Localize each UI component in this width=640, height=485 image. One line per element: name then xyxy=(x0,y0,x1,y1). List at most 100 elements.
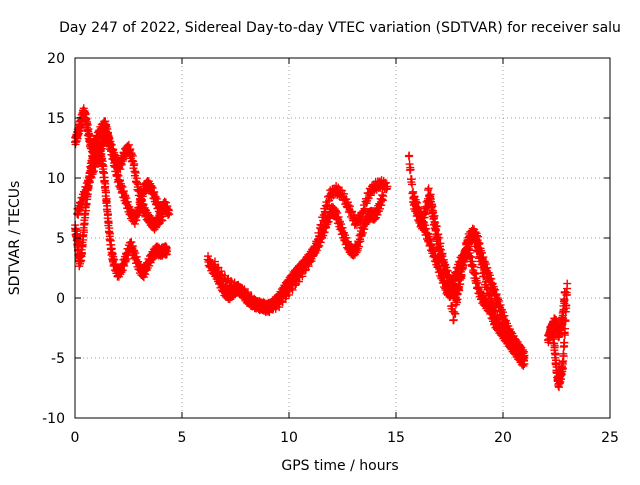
y-axis-label: SDTVAR / TECUs xyxy=(7,181,23,296)
data-point xyxy=(427,240,436,249)
data-point xyxy=(135,187,144,196)
data-point xyxy=(434,233,443,242)
data-point xyxy=(368,187,377,196)
grid-lines xyxy=(75,58,610,418)
axes: 0 5 10 15 20 25 -10 -5 0 5 10 15 20 xyxy=(42,51,619,446)
data-point xyxy=(357,230,366,239)
data-point xyxy=(285,290,293,299)
data-point xyxy=(408,180,417,189)
data-point xyxy=(356,237,365,246)
data-point xyxy=(406,165,415,174)
data-point xyxy=(446,292,455,301)
data-point xyxy=(505,334,514,343)
data-point xyxy=(158,212,167,221)
data-point xyxy=(130,159,139,168)
data-point xyxy=(334,212,343,221)
data-point xyxy=(432,222,441,231)
x-axis-label: GPS time / hours xyxy=(281,458,398,474)
series-d xyxy=(203,191,388,316)
data-point xyxy=(323,200,332,209)
data-point xyxy=(150,187,159,196)
data-point xyxy=(74,210,83,219)
data-point xyxy=(558,364,567,373)
data-point xyxy=(472,238,481,247)
y-tick-label: 0 xyxy=(56,291,65,307)
data-point xyxy=(459,261,468,270)
data-point xyxy=(430,211,439,220)
data-point xyxy=(151,193,160,202)
data-point xyxy=(451,309,460,318)
data-point xyxy=(405,151,414,160)
y-tick-label: 10 xyxy=(47,171,65,187)
data-point xyxy=(249,299,258,308)
series-j xyxy=(546,288,570,342)
data-point xyxy=(442,272,451,281)
data-point xyxy=(492,307,501,316)
data-point xyxy=(478,260,487,269)
data-point xyxy=(92,157,101,166)
data-point xyxy=(298,272,307,281)
series-a xyxy=(71,104,174,228)
data-point xyxy=(288,285,297,294)
data-point xyxy=(425,235,434,244)
data-point xyxy=(113,170,122,179)
data-point xyxy=(360,205,369,214)
data-point xyxy=(210,257,219,266)
data-point xyxy=(449,315,458,324)
data-point xyxy=(133,178,142,187)
x-tick-label: 15 xyxy=(387,430,405,446)
data-point xyxy=(489,300,498,309)
data-point xyxy=(490,284,499,293)
data-point xyxy=(127,150,136,159)
data-point xyxy=(419,217,428,226)
x-tick-label: 20 xyxy=(494,430,512,446)
data-point xyxy=(227,276,236,285)
data-point xyxy=(520,354,529,362)
data-point xyxy=(563,279,572,288)
data-point xyxy=(348,207,357,216)
data-point xyxy=(379,192,388,200)
data-point xyxy=(115,176,124,185)
data-point xyxy=(305,258,314,267)
data-point xyxy=(550,341,559,350)
data-point xyxy=(383,182,392,191)
x-tick-label: 10 xyxy=(280,430,298,446)
data-point xyxy=(294,277,303,286)
data-point xyxy=(428,206,437,215)
data-point xyxy=(75,205,84,214)
data-point xyxy=(492,290,501,299)
data-point xyxy=(317,221,326,230)
data-point xyxy=(128,241,137,250)
data-point xyxy=(121,256,130,265)
data-point xyxy=(560,338,569,347)
data-point xyxy=(484,284,493,293)
data-point xyxy=(494,295,503,304)
series-e xyxy=(210,176,392,317)
data-point xyxy=(444,278,453,287)
data-point xyxy=(471,269,480,278)
data-point xyxy=(424,184,433,193)
data-point xyxy=(309,251,318,260)
data-point xyxy=(475,250,484,259)
series-c xyxy=(73,129,167,234)
data-point xyxy=(440,260,449,269)
x-tick-label: 5 xyxy=(178,430,187,446)
y-tick-label: 20 xyxy=(47,51,65,67)
data-point xyxy=(117,181,126,190)
data-point xyxy=(252,301,261,310)
data-point xyxy=(163,202,172,211)
data-point xyxy=(77,250,86,259)
data-point xyxy=(136,194,145,203)
data-point xyxy=(87,173,96,182)
data-point xyxy=(121,192,130,201)
data-points xyxy=(71,104,572,392)
data-point xyxy=(344,201,353,210)
x-tick-label: 0 xyxy=(71,430,80,446)
chart-title: Day 247 of 2022, Sidereal Day-to-day VTE… xyxy=(59,20,621,36)
data-point xyxy=(457,274,466,283)
data-point xyxy=(561,288,570,296)
data-point xyxy=(139,200,148,209)
data-point xyxy=(475,283,484,292)
x-tick-label: 25 xyxy=(601,430,619,446)
